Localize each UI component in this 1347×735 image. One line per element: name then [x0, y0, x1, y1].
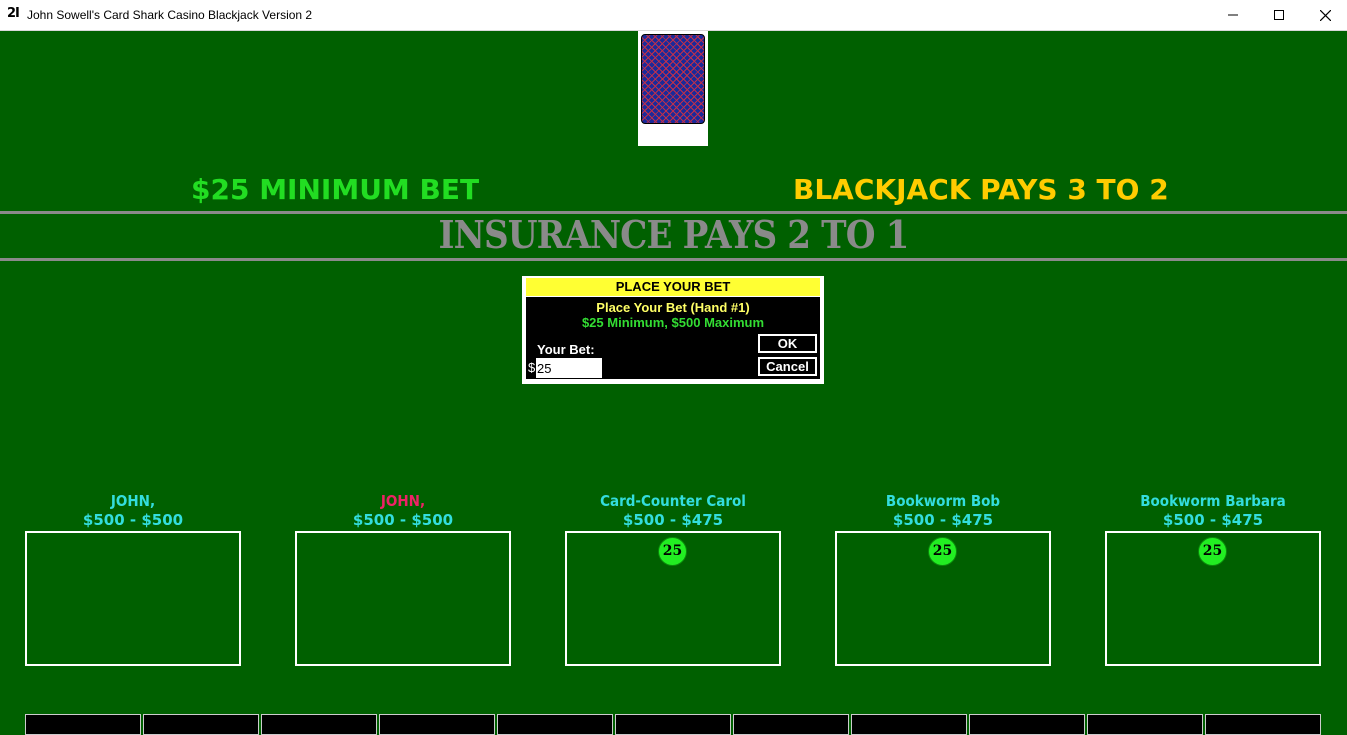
bet-amount-input[interactable]: [536, 358, 602, 378]
status-cell: [1205, 714, 1321, 735]
player-hand-area[interactable]: 25: [835, 531, 1051, 666]
bet-chip: 25: [1198, 537, 1227, 566]
status-cell: [379, 714, 495, 735]
currency-symbol: $: [528, 360, 536, 375]
player-hand-area[interactable]: 25: [565, 531, 781, 666]
player-bankroll: $500 - $475: [622, 511, 724, 529]
player-bankroll: $500 - $475: [892, 511, 994, 529]
player-seat-3: Card-Counter Carol $500 - $475 25: [565, 492, 781, 666]
window-title: John Sowell's Card Shark Casino Blackjac…: [27, 8, 313, 22]
player-name: JOHN,: [380, 492, 426, 510]
insurance-banner: INSURANCE PAYS 2 TO 1: [438, 212, 909, 257]
player-hand-area[interactable]: [25, 531, 241, 666]
status-cell: [851, 714, 967, 735]
dialog-title: PLACE YOUR BET: [526, 278, 820, 296]
status-cell: [25, 714, 141, 735]
status-cell: [261, 714, 377, 735]
player-bankroll: $500 - $500: [82, 511, 184, 529]
card-back: [641, 34, 705, 124]
player-seat-2: JOHN, $500 - $500: [295, 492, 511, 666]
blackjack-pays-banner: BLACKJACK PAYS 3 TO 2: [793, 173, 1169, 206]
ok-button[interactable]: OK: [758, 334, 817, 353]
player-seat-5: Bookworm Barbara $500 - $475 25: [1105, 492, 1321, 666]
maximize-icon: [1274, 10, 1284, 20]
status-cell: [1087, 714, 1203, 735]
minimum-bet-banner: $25 MINIMUM BET: [191, 173, 480, 206]
place-bet-dialog: PLACE YOUR BET Place Your Bet (Hand #1) …: [522, 276, 824, 384]
status-cell: [733, 714, 849, 735]
player-bankroll: $500 - $475: [1162, 511, 1264, 529]
dialog-hand-prompt: Place Your Bet (Hand #1): [596, 300, 750, 315]
app-icon: 2I: [7, 6, 20, 21]
player-seat-1: JOHN, $500 - $500: [25, 492, 241, 666]
status-cell: [143, 714, 259, 735]
player-name: Bookworm Bob: [885, 492, 1001, 510]
player-hand-area[interactable]: [295, 531, 511, 666]
maximize-button[interactable]: [1256, 0, 1302, 30]
status-cell: [497, 714, 613, 735]
close-icon: [1319, 9, 1331, 21]
player-name: JOHN,: [110, 492, 156, 510]
status-cell: [615, 714, 731, 735]
player-hand-area[interactable]: 25: [1105, 531, 1321, 666]
dialog-bet-limits: $25 Minimum, $500 Maximum: [581, 315, 765, 330]
insurance-line-bottom: [0, 258, 1347, 261]
player-name: Bookworm Barbara: [1140, 492, 1286, 510]
bet-chip: 25: [658, 537, 687, 566]
cancel-button[interactable]: Cancel: [758, 357, 817, 376]
player-name: Card-Counter Carol: [600, 492, 746, 510]
insurance-line-top: [0, 211, 1347, 214]
status-cell: [969, 714, 1085, 735]
player-seat-4: Bookworm Bob $500 - $475 25: [835, 492, 1051, 666]
title-bar: 2I John Sowell's Card Shark Casino Black…: [0, 0, 1347, 31]
status-bar: [25, 714, 1321, 735]
dialog-body: Place Your Bet (Hand #1) $25 Minimum, $5…: [526, 297, 820, 379]
minimize-button[interactable]: [1210, 0, 1256, 30]
your-bet-label: Your Bet:: [537, 342, 595, 357]
bet-chip: 25: [928, 537, 957, 566]
close-button[interactable]: [1302, 0, 1347, 30]
blackjack-table: $25 MINIMUM BET BLACKJACK PAYS 3 TO 2 IN…: [0, 31, 1347, 735]
dealer-shoe-card: [638, 31, 708, 146]
player-bankroll: $500 - $500: [352, 511, 454, 529]
minimize-icon: [1228, 14, 1238, 16]
